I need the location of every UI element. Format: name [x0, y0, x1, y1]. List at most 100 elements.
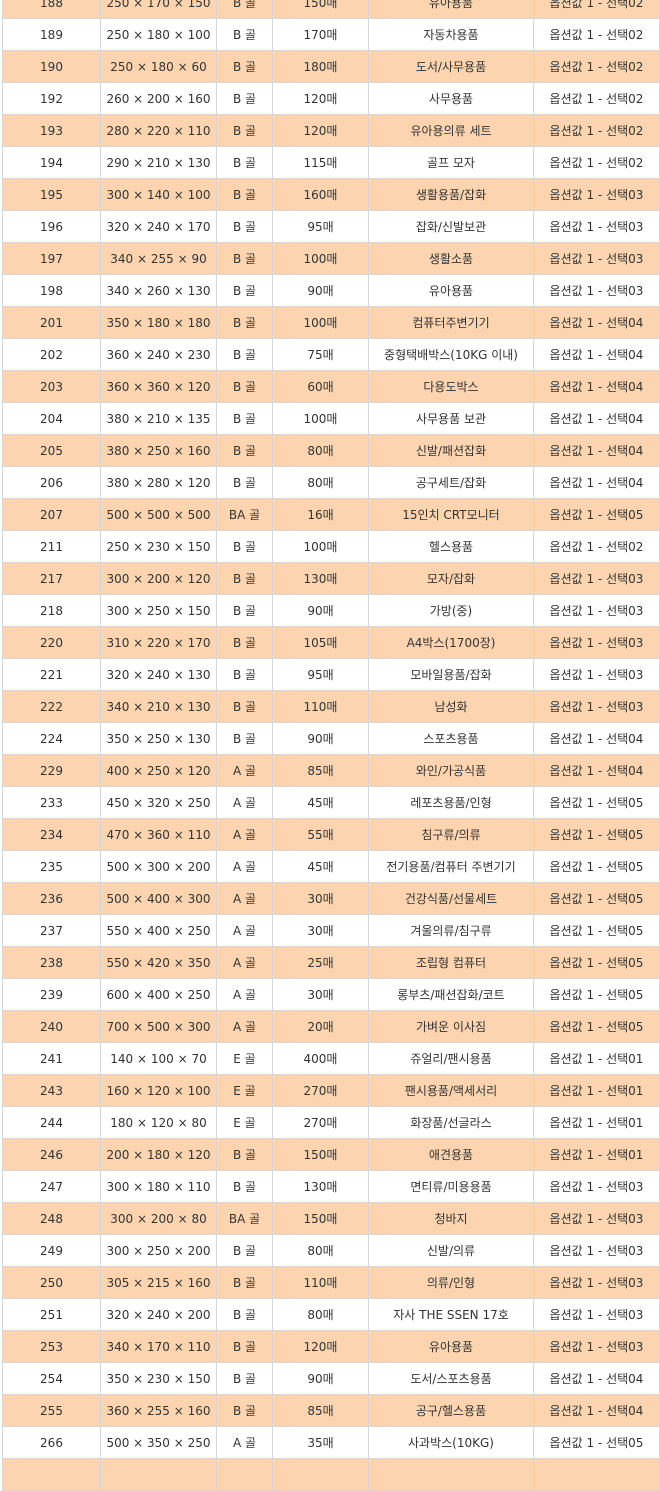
box-number-cell: 193 [2, 114, 101, 147]
box-size-cell: 360 × 255 × 160 [100, 1394, 217, 1427]
box-size-cell: 320 × 240 × 200 [100, 1298, 217, 1331]
quantity-cell: 85매 [272, 1394, 369, 1427]
box-size-cell: 500 × 300 × 200 [100, 850, 217, 883]
usage-cell: 사과박스(10KG) [368, 1426, 534, 1459]
table-row: 195 300 × 140 × 100 B 골 160매 생활용품/잡화 옵션값 1 - … [2, 178, 660, 211]
option-value-cell: 옵션값 1 - 선택04 [533, 370, 660, 403]
quantity-cell: 130매 [272, 562, 369, 595]
table-row: 243 160 × 120 × 100 E 골 270매 팬시용품/액세서리 옵션값 1 … [2, 1074, 660, 1107]
box-size-cell: 290 × 210 × 130 [100, 146, 217, 179]
box-number-cell: 239 [2, 978, 101, 1011]
option-value-cell: 옵션값 1 - 선택03 [533, 1170, 660, 1203]
table-row: 251 320 × 240 × 200 B 골 80매 자사 THE SSEN 17호 옵… [2, 1298, 660, 1331]
box-number-cell: 217 [2, 562, 101, 595]
option-value-cell: 옵션값 1 - 선택05 [533, 1426, 660, 1459]
option-value-cell: 옵션값 1 - 선택04 [533, 434, 660, 467]
box-size-cell: 140 × 100 × 70 [100, 1042, 217, 1075]
box-size-cell: 305 × 215 × 160 [100, 1266, 217, 1299]
table-row: 235 500 × 300 × 200 A 골 45매 전기용품/컴퓨터 주변기기 옵션값… [2, 850, 660, 883]
quantity-cell: 30매 [272, 882, 369, 915]
option-value-cell: 옵션값 1 - 선택05 [533, 786, 660, 819]
quantity-cell: 400매 [272, 1042, 369, 1075]
box-number-cell: 201 [2, 306, 101, 339]
quantity-cell: 115매 [272, 146, 369, 179]
box-number-cell: 251 [2, 1298, 101, 1331]
usage-cell: 청바지 [368, 1202, 534, 1235]
flute-type-cell: B 골 [216, 722, 273, 755]
table-row: 198 340 × 260 × 130 B 골 90매 유아용품 옵션값 1 - 선택03 [2, 274, 660, 307]
flute-type-cell: E 골 [216, 1106, 273, 1139]
box-size-cell: 300 × 140 × 100 [100, 178, 217, 211]
box-size-cell: 180 × 120 × 80 [100, 1106, 217, 1139]
usage-cell: 남성화 [368, 690, 534, 723]
option-value-cell: 옵션값 1 - 선택02 [533, 82, 660, 115]
quantity-cell: 80매 [272, 466, 369, 499]
flute-type-cell: B 골 [216, 466, 273, 499]
table-row: 236 500 × 400 × 300 A 골 30매 건강식품/선물세트 옵션값 1 -… [2, 882, 660, 915]
quantity-cell: 90매 [272, 274, 369, 307]
usage-cell: 공구/헬스용품 [368, 1394, 534, 1427]
option-value-cell: 옵션값 1 - 선택05 [533, 1010, 660, 1043]
usage-cell: 쥬얼리/팬시용품 [368, 1042, 534, 1075]
flute-type-cell: B 골 [216, 370, 273, 403]
box-size-cell: 360 × 240 × 230 [100, 338, 217, 371]
box-size-cell: 310 × 220 × 170 [100, 626, 217, 659]
box-size-cell: 280 × 220 × 110 [100, 114, 217, 147]
quantity-cell: 80매 [272, 434, 369, 467]
flute-type-cell [216, 1458, 273, 1491]
table-row: 247 300 × 180 × 110 B 골 130매 면티류/미용용품 옵션값 1 -… [2, 1170, 660, 1203]
box-size-cell: 250 × 230 × 150 [100, 530, 217, 563]
box-number-cell [2, 1458, 101, 1491]
table-row: 248 300 × 200 × 80 BA 골 150매 청바지 옵션값 1 - 선택03 [2, 1202, 660, 1235]
box-number-cell: 253 [2, 1330, 101, 1363]
box-number-cell: 229 [2, 754, 101, 787]
box-number-cell: 202 [2, 338, 101, 371]
flute-type-cell: B 골 [216, 402, 273, 435]
quantity-cell: 120매 [272, 82, 369, 115]
box-number-cell: 247 [2, 1170, 101, 1203]
box-size-cell: 380 × 280 × 120 [100, 466, 217, 499]
flute-type-cell: B 골 [216, 1170, 273, 1203]
option-value-cell: 옵션값 1 - 선택05 [533, 914, 660, 947]
box-size-cell: 350 × 250 × 130 [100, 722, 217, 755]
box-size-cell: 340 × 255 × 90 [100, 242, 217, 275]
flute-type-cell: A 골 [216, 1010, 273, 1043]
box-size-cell: 500 × 400 × 300 [100, 882, 217, 915]
flute-type-cell: E 골 [216, 1074, 273, 1107]
table-row: 246 200 × 180 × 120 B 골 150매 애견용품 옵션값 1 - 선택0… [2, 1138, 660, 1171]
flute-type-cell: A 골 [216, 818, 273, 851]
option-value-cell: 옵션값 1 - 선택04 [533, 402, 660, 435]
quantity-cell: 150매 [272, 1202, 369, 1235]
table-row: 193 280 × 220 × 110 B 골 120매 유아용의류 세트 옵션값 1 -… [2, 114, 660, 147]
quantity-cell: 80매 [272, 1298, 369, 1331]
usage-cell: 다용도박스 [368, 370, 534, 403]
box-number-cell: 248 [2, 1202, 101, 1235]
table-row: 253 340 × 170 × 110 B 골 120매 유아용품 옵션값 1 - 선택0… [2, 1330, 660, 1363]
flute-type-cell: BA 골 [216, 498, 273, 531]
option-value-cell: 옵션값 1 - 선택05 [533, 818, 660, 851]
flute-type-cell: B 골 [216, 1330, 273, 1363]
quantity-cell: 270매 [272, 1074, 369, 1107]
quantity-cell: 100매 [272, 402, 369, 435]
box-size-cell: 300 × 200 × 80 [100, 1202, 217, 1235]
option-value-cell: 옵션값 1 - 선택03 [533, 1266, 660, 1299]
option-value-cell: 옵션값 1 - 선택02 [533, 50, 660, 83]
box-number-cell: 190 [2, 50, 101, 83]
flute-type-cell: B 골 [216, 0, 273, 19]
table-row: 188 250 × 170 × 150 B 골 150매 유아용품 옵션값 1 - 선택0… [2, 0, 660, 19]
flute-type-cell: B 골 [216, 210, 273, 243]
usage-cell: 자동차용품 [368, 18, 534, 51]
usage-cell: 화장품/선글라스 [368, 1106, 534, 1139]
quantity-cell: 90매 [272, 594, 369, 627]
usage-cell: 자사 THE SSEN 17호 [368, 1298, 534, 1331]
box-size-cell: 340 × 260 × 130 [100, 274, 217, 307]
usage-cell: 공구세트/잡화 [368, 466, 534, 499]
box-size-cell: 260 × 200 × 160 [100, 82, 217, 115]
box-size-cell: 700 × 500 × 300 [100, 1010, 217, 1043]
box-size-cell: 300 × 250 × 200 [100, 1234, 217, 1267]
quantity-cell: 150매 [272, 1138, 369, 1171]
option-value-cell: 옵션값 1 - 선택02 [533, 114, 660, 147]
box-size-cell: 450 × 320 × 250 [100, 786, 217, 819]
table-row: 249 300 × 250 × 200 B 골 80매 신발/의류 옵션값 1 - 선택0… [2, 1234, 660, 1267]
